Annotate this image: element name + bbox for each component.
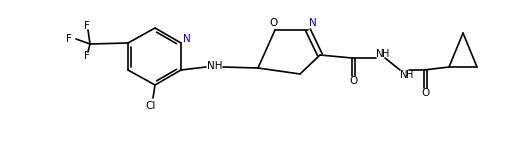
- Text: Cl: Cl: [146, 101, 156, 111]
- Text: O: O: [421, 88, 430, 98]
- Text: F: F: [84, 51, 90, 61]
- Text: N: N: [400, 70, 408, 80]
- Text: NH: NH: [207, 61, 223, 71]
- Text: N: N: [376, 49, 384, 59]
- Text: N: N: [183, 34, 191, 44]
- Text: H: H: [382, 49, 390, 59]
- Text: O: O: [269, 18, 277, 28]
- Text: F: F: [84, 21, 90, 31]
- Text: F: F: [66, 34, 72, 44]
- Text: N: N: [309, 18, 317, 28]
- Text: H: H: [407, 70, 414, 80]
- Text: O: O: [349, 76, 358, 86]
